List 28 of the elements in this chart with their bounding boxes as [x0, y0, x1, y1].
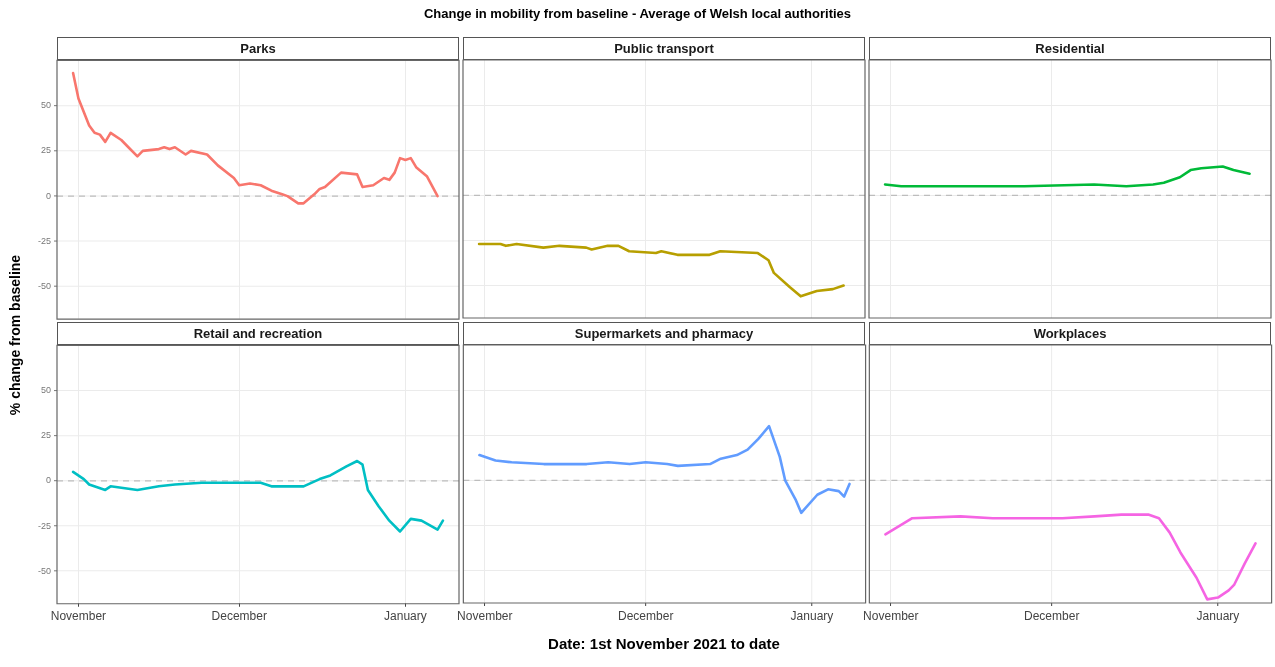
- y-tick-label: -50: [37, 565, 51, 576]
- y-tick-label: 0: [45, 190, 51, 201]
- y-tick-label: 25: [40, 429, 51, 440]
- x-tick-label: November: [50, 608, 107, 623]
- x-tick-label: November: [862, 608, 919, 623]
- y-tick-label: -50: [38, 280, 51, 291]
- x-tick-label: December: [1023, 608, 1080, 623]
- x-axis-title: Date: 1st November 2021 to date: [547, 635, 781, 652]
- x-tick-label: November: [456, 608, 513, 623]
- y-tick-label: 50: [41, 99, 51, 110]
- chart-title: Retail and recreation: [57, 322, 459, 345]
- x-tick-label: January: [384, 608, 427, 623]
- x-tick-label: December: [211, 608, 267, 623]
- y-tick-label: 25: [41, 144, 51, 155]
- y-tick-label: -25: [37, 520, 51, 531]
- y-tick-label: -25: [38, 235, 51, 246]
- chart-title: Parks: [57, 37, 459, 60]
- x-tick-label: January: [790, 608, 833, 623]
- text: Change in mobility from baseline - Average of Welsh local authorities: [422, 6, 853, 21]
- y-tick-label: 0: [45, 474, 51, 485]
- x-tick-label: January: [1196, 608, 1239, 623]
- chart-title: Workplaces: [869, 322, 1271, 345]
- y-tick-label: 50: [40, 384, 51, 395]
- y-axis-title: % change from baseline: [7, 254, 24, 416]
- chart-title: Residential: [869, 37, 1271, 60]
- chart-title: Public transport: [463, 37, 865, 60]
- x-tick-label: December: [617, 608, 674, 623]
- chart-title: Supermarkets and pharmacy: [463, 322, 865, 345]
